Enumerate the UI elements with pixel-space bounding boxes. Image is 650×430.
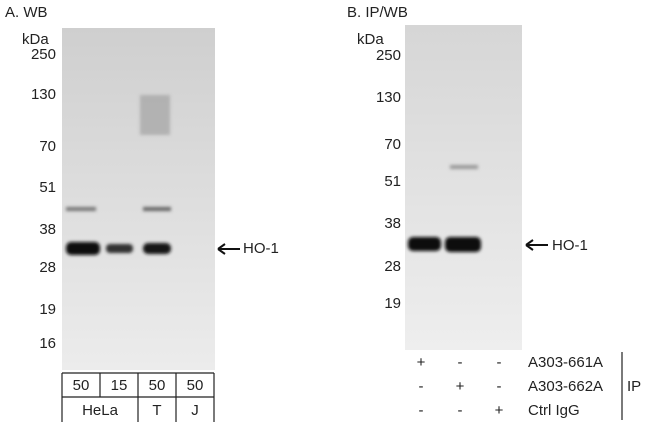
ip-mark: - <box>458 402 463 419</box>
blot-b <box>405 25 522 350</box>
target-label: HO-1 <box>243 240 279 257</box>
ip-row-label: A303-662A <box>528 378 603 395</box>
arrow <box>217 243 240 255</box>
ip-mark: + <box>456 378 465 395</box>
ip-mark: + <box>417 354 426 371</box>
ip-mark: - <box>419 402 424 419</box>
marker-label: 51 <box>39 179 56 196</box>
ip-row-label: Ctrl IgG <box>528 402 580 419</box>
ip-row-label: A303-661A <box>528 354 603 371</box>
bands <box>66 95 481 255</box>
blot-a <box>62 28 215 370</box>
load-label: 15 <box>111 377 128 394</box>
load-label: 50 <box>187 377 204 394</box>
sample-label: T <box>152 402 161 419</box>
sample-label: J <box>191 402 199 419</box>
load-label: 50 <box>149 377 166 394</box>
ip-mark: - <box>497 378 502 395</box>
marker-label: 51 <box>384 173 401 190</box>
sample-label: HeLa <box>82 402 119 419</box>
marker-label: 250 <box>376 47 401 64</box>
load-label: 50 <box>73 377 90 394</box>
marker-label: 16 <box>39 335 56 352</box>
marker-label: 70 <box>384 136 401 153</box>
unit: kDa <box>22 31 49 48</box>
marker-label: 38 <box>384 215 401 232</box>
unit: kDa <box>357 31 384 48</box>
panel-title: B. IP/WB <box>347 4 408 21</box>
marker-label: 130 <box>31 86 56 103</box>
ip-mark: - <box>419 378 424 395</box>
marker-label: 70 <box>39 138 56 155</box>
ip-mark: - <box>497 354 502 371</box>
marker-label: 130 <box>376 89 401 106</box>
marker-label: 38 <box>39 221 56 238</box>
marker-label: 19 <box>39 301 56 318</box>
marker-label: 19 <box>384 295 401 312</box>
ip-label: IP <box>627 378 641 395</box>
marker-label: 28 <box>384 258 401 275</box>
marker-label: 28 <box>39 259 56 276</box>
marker-label: 250 <box>31 46 56 63</box>
panel-title: A. WB <box>5 4 48 21</box>
arrow <box>525 239 548 251</box>
target-label: HO-1 <box>552 237 588 254</box>
ip-mark: + <box>495 402 504 419</box>
ip-mark: - <box>458 354 463 371</box>
